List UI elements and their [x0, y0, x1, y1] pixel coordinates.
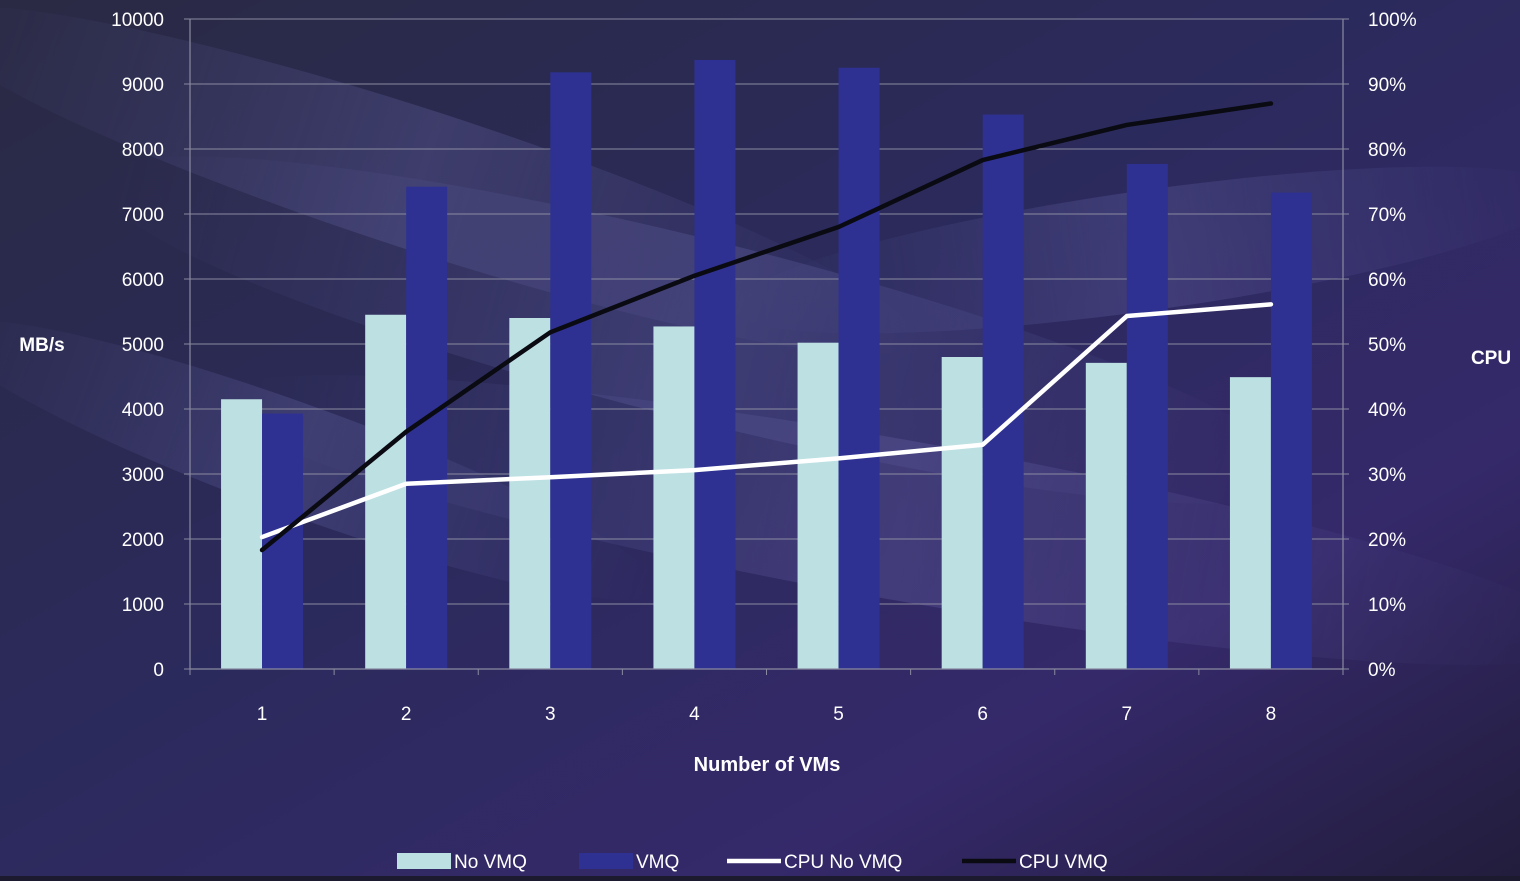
- y-tick-label: 7000: [122, 205, 164, 226]
- y2-tick-label: 100%: [1368, 10, 1417, 31]
- legend-swatch: [579, 853, 633, 869]
- y-tick-label: 1000: [122, 595, 164, 616]
- x-tick-label: 1: [257, 704, 268, 725]
- bar-series-group: [221, 59, 1312, 670]
- y2-tick-label: 50%: [1368, 335, 1406, 356]
- legend-item-vmq: VMQ: [579, 852, 679, 873]
- legend: No VMQ VMQ CPU No VMQ CPU VMQ: [397, 852, 1108, 873]
- line-series-group: [259, 101, 1274, 553]
- bar-vmq: [694, 59, 736, 669]
- legend-label: No VMQ: [454, 852, 527, 873]
- bar-no-vmq: [1229, 377, 1271, 669]
- x-axis-title: Number of VMs: [694, 754, 841, 776]
- bar-vmq: [262, 413, 304, 669]
- bar-no-vmq: [221, 399, 263, 669]
- y2-tick-label: 30%: [1368, 465, 1406, 486]
- bar-vmq: [838, 67, 880, 669]
- y2-tick-label: 20%: [1368, 530, 1406, 551]
- legend-label: CPU VMQ: [1019, 852, 1108, 873]
- legend-item-no-vmq: No VMQ: [397, 852, 527, 873]
- bar-no-vmq: [941, 357, 983, 669]
- y-tick-label: 0: [153, 660, 164, 681]
- x-tick-label: 2: [401, 704, 412, 725]
- y2-axis-title: CPU: [1471, 348, 1511, 369]
- legend-item-cpu-vmq: CPU VMQ: [962, 852, 1108, 873]
- line-cpu-no-vmq: [259, 302, 1274, 540]
- y-tick-label: 9000: [122, 75, 164, 96]
- x-tick-label: 5: [833, 704, 844, 725]
- legend-label: CPU No VMQ: [784, 852, 902, 873]
- axes: [184, 18, 1349, 675]
- line-cpu-vmq: [259, 101, 1274, 553]
- y-tick-label: 4000: [122, 400, 164, 421]
- bar-no-vmq: [797, 342, 839, 669]
- bar-vmq: [1270, 192, 1312, 670]
- x-tick-label: 6: [977, 704, 988, 725]
- y2-tick-label: 90%: [1368, 75, 1406, 96]
- y2-tick-label: 60%: [1368, 270, 1406, 291]
- y2-tick-label: 10%: [1368, 595, 1406, 616]
- x-tick-label: 7: [1122, 704, 1133, 725]
- y-tick-label: 10000: [111, 10, 164, 31]
- x-tick-label: 3: [545, 704, 556, 725]
- bar-vmq: [1126, 163, 1168, 669]
- y-tick-label: 2000: [122, 530, 164, 551]
- y-tick-label: 8000: [122, 140, 164, 161]
- bar-no-vmq: [653, 326, 695, 669]
- y-tick-label: 3000: [122, 465, 164, 486]
- y-tick-label: 5000: [122, 335, 164, 356]
- y2-tick-label: 0%: [1368, 660, 1396, 681]
- legend-label: VMQ: [636, 852, 679, 873]
- y-axis-title: MB/s: [19, 335, 64, 356]
- bar-vmq: [550, 72, 592, 670]
- y-tick-label: 6000: [122, 270, 164, 291]
- tick-labels: 0 0% 1000 10% 2000 20% 3000 30% 4000 40% 5000 50% 60…: [111, 10, 1417, 725]
- x-tick-label: 4: [689, 704, 700, 725]
- bar-vmq: [982, 114, 1024, 670]
- bar-no-vmq: [1085, 362, 1127, 669]
- legend-swatch: [397, 853, 451, 869]
- y2-tick-label: 40%: [1368, 400, 1406, 421]
- x-tick-label: 8: [1266, 704, 1277, 725]
- legend-item-cpu-no-vmq: CPU No VMQ: [727, 852, 902, 873]
- y2-tick-label: 80%: [1368, 140, 1406, 161]
- bar-no-vmq: [509, 318, 551, 669]
- y2-tick-label: 70%: [1368, 205, 1406, 226]
